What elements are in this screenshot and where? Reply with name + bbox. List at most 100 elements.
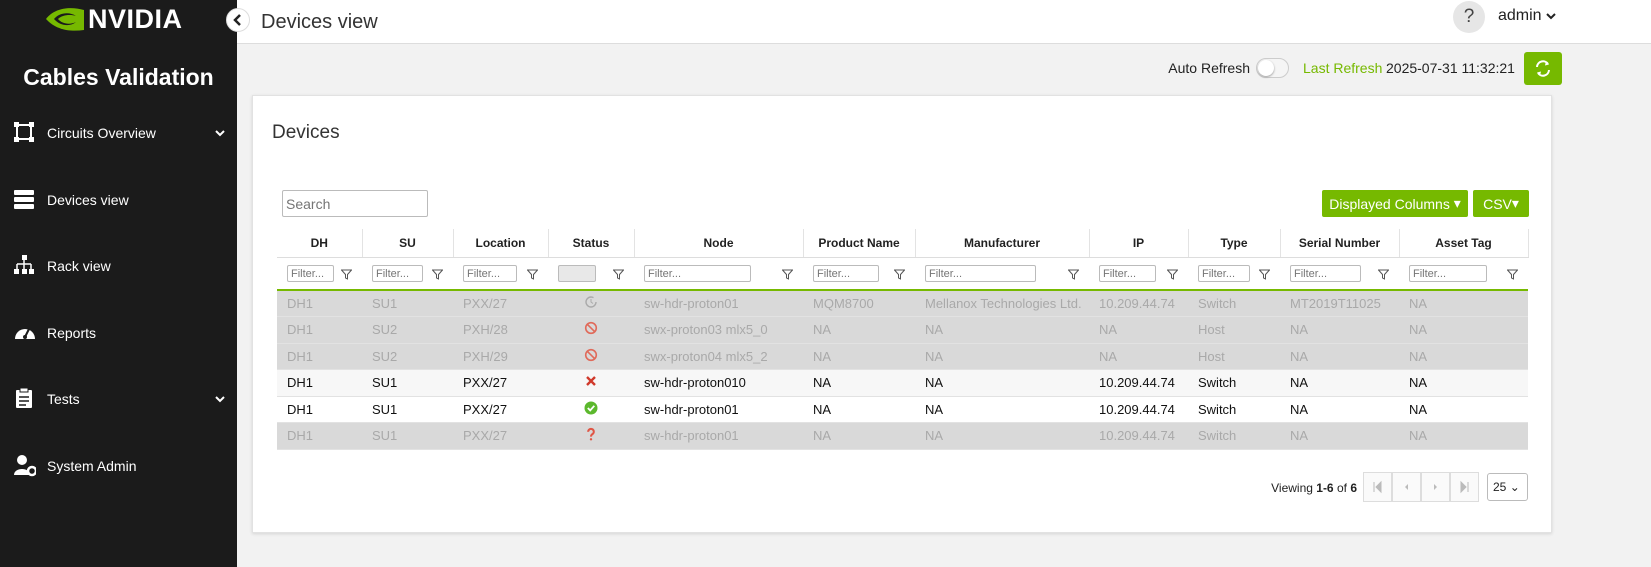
nav-label: Reports	[47, 324, 97, 341]
nav-item[interactable]: Circuits Overview	[0, 113, 237, 153]
nav-item[interactable]: Rack view	[0, 246, 237, 286]
table-cell: Host	[1188, 343, 1280, 370]
device-row: DH1 SU1 PXX/27 sw-hdr-proton01 NA NA 10.209.44…	[277, 396, 1528, 423]
filter-icon	[782, 269, 793, 280]
nav-item[interactable]: System Admin	[0, 446, 237, 486]
csv-button[interactable]: CSV ▾	[1473, 190, 1529, 217]
filter-input[interactable]	[1099, 265, 1156, 282]
status-icon	[584, 401, 598, 415]
nav-label: Tests	[47, 391, 80, 407]
filter-input[interactable]	[463, 265, 517, 282]
devices-table: DH SU Location Status Node Product Name Manufa…	[277, 229, 1529, 450]
table-cell: Switch	[1188, 422, 1280, 450]
status-icon	[584, 348, 598, 361]
user-name: admin	[1498, 7, 1542, 24]
table-cell: PXX/27	[453, 396, 548, 423]
table-cell: NA	[1399, 422, 1528, 450]
table-cell: Host	[1188, 316, 1280, 344]
table-cell: Switch	[1188, 369, 1280, 397]
column-filter	[915, 257, 1089, 291]
nav-icon	[15, 328, 35, 339]
filter-input[interactable]	[1409, 265, 1488, 282]
table-cell: Switch	[1188, 290, 1280, 317]
last-page[interactable]	[1450, 472, 1479, 502]
last-refresh-time: 2025-07-31 11:32:21	[1386, 60, 1515, 76]
status-icon	[587, 428, 595, 441]
filter-input[interactable]	[925, 265, 1036, 282]
table-cell: NA	[915, 343, 1089, 370]
table-cell: 10.209.44.74	[1089, 369, 1188, 397]
table-cell: PXH/28	[453, 316, 548, 344]
help-button[interactable]: ?	[1453, 1, 1485, 33]
nav-item[interactable]: Devices view	[0, 180, 237, 220]
table-cell: DH1	[277, 396, 362, 423]
status-icon	[584, 322, 598, 335]
devices-panel: Devices Displayed Columns ▾ CSV▾ DHSULoc…	[252, 95, 1552, 533]
auto-refresh-toggle[interactable]	[1256, 58, 1289, 78]
table-cell: 10.209.44.74	[1089, 422, 1188, 450]
nav-icon	[14, 122, 34, 142]
table-cell: NA	[803, 343, 915, 370]
table-cell: sw-hdr-proton01	[634, 422, 803, 450]
device-row: DH1 SU2 PXH/28 swx-proton03 mlx5_0 NA NA NA Hos…	[277, 316, 1528, 344]
column-filter	[362, 257, 453, 291]
filter-icon	[1378, 269, 1389, 280]
sidebar: NVIDIA Cables Validation Circuits Overvi…	[0, 0, 237, 567]
filter-icon	[341, 269, 352, 280]
refresh-button[interactable]	[1524, 52, 1562, 85]
button-label: Displayed Columns	[1329, 195, 1450, 212]
status-cell	[548, 369, 634, 397]
table-cell: MQM8700	[803, 290, 915, 317]
table-cell: SU2	[362, 343, 453, 370]
first-page[interactable]	[1363, 472, 1392, 502]
table-cell: PXX/27	[453, 422, 548, 450]
column-filter	[1399, 257, 1528, 291]
table-cell: sw-hdr-proton01	[634, 396, 803, 423]
header: Devices view ? admin	[237, 0, 1651, 44]
table-cell: MT2019T11025	[1280, 290, 1399, 317]
collapse-sidebar[interactable]	[226, 8, 250, 32]
filter-input[interactable]	[1198, 265, 1250, 282]
table-cell: NA	[803, 316, 915, 344]
displayed-columns-button[interactable]: Displayed Columns ▾	[1322, 190, 1468, 217]
filter-input[interactable]	[1290, 265, 1362, 282]
table-cell: DH1	[277, 290, 362, 317]
brand-logo	[46, 8, 84, 31]
filter-input[interactable]	[372, 265, 424, 282]
table-cell: Mellanox Technologies Ltd.	[915, 290, 1089, 317]
column-filter	[548, 257, 634, 291]
pager-range: 1-6	[1316, 481, 1334, 495]
table-cell: NA	[1280, 343, 1399, 370]
table-cell: DH1	[277, 369, 362, 397]
filter-input[interactable]	[287, 265, 334, 282]
table-cell: NA	[1280, 396, 1399, 423]
table-cell: SU1	[362, 396, 453, 423]
next-page[interactable]	[1421, 472, 1450, 502]
table-cell: sw-hdr-proton010	[634, 369, 803, 397]
page-title: Devices view	[261, 11, 378, 33]
table-cell: NA	[1399, 316, 1528, 344]
column-header: SU	[362, 229, 454, 258]
column-header: Manufacturer	[915, 229, 1090, 258]
device-row: DH1 SU1 PXX/27 sw-hdr-proton010 NA NA 10.209.4…	[277, 369, 1528, 397]
table-cell: NA	[1399, 290, 1528, 317]
column-header: DH	[277, 229, 363, 258]
status-cell	[548, 422, 634, 450]
column-filter	[803, 257, 915, 291]
table-cell: SU1	[362, 422, 453, 450]
filter-input[interactable]	[644, 265, 752, 282]
nav-icon	[16, 388, 32, 408]
expand-chevron	[215, 130, 225, 137]
search-input[interactable]	[282, 190, 428, 217]
table-cell: PXX/27	[453, 290, 548, 317]
button-label: CSV	[1483, 195, 1512, 212]
filter-input[interactable]	[813, 265, 880, 282]
user-menu[interactable]: admin	[1498, 7, 1556, 25]
table-cell: 10.209.44.74	[1089, 290, 1188, 317]
nav-item[interactable]: Reports	[0, 313, 237, 353]
nav-item[interactable]: Tests	[0, 379, 237, 419]
status-icon	[585, 296, 597, 308]
prev-page[interactable]	[1392, 472, 1421, 502]
table-cell: SU1	[362, 290, 453, 317]
page-size-select[interactable]: 25 ⌄	[1487, 473, 1528, 501]
